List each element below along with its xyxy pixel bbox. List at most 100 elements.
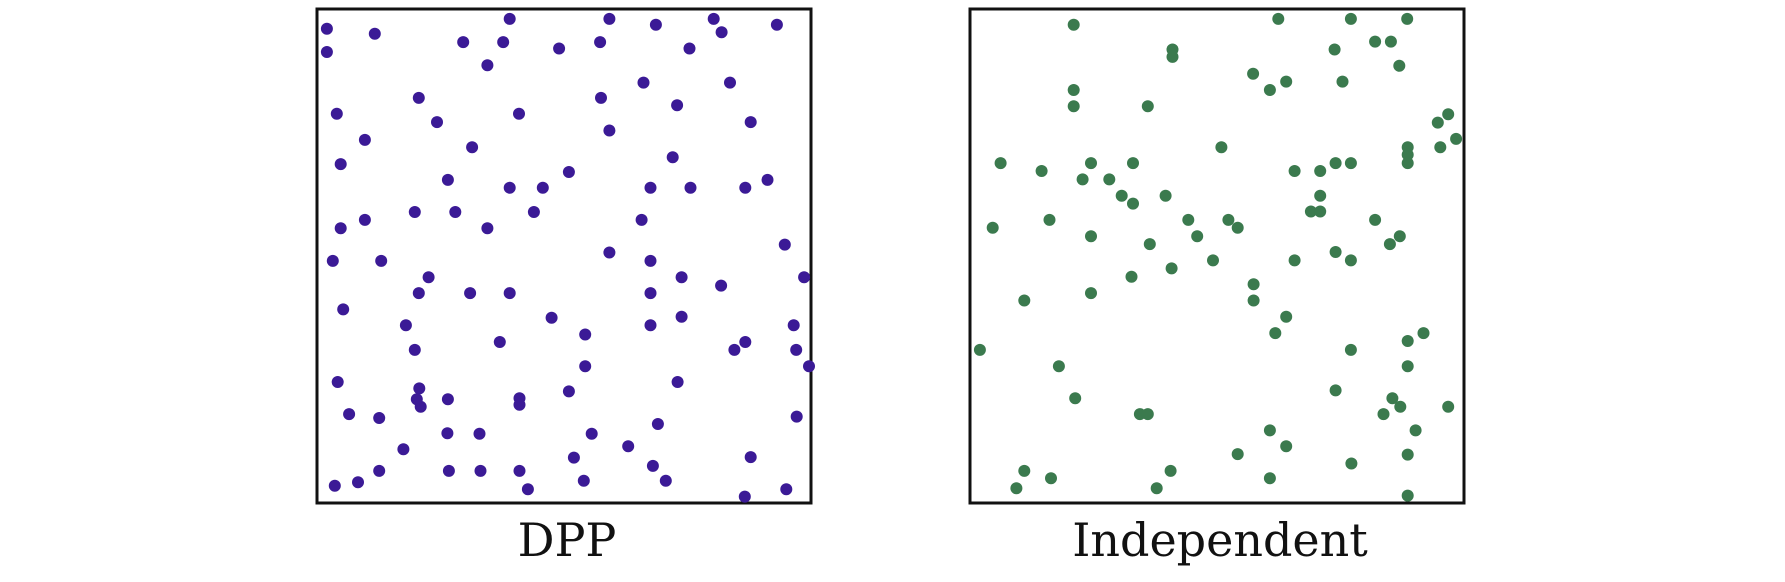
- independent-point: [1182, 213, 1195, 226]
- independent-point: [1010, 482, 1023, 495]
- independent-point: [1344, 343, 1357, 356]
- dpp-point: [778, 238, 791, 251]
- dpp-point: [622, 440, 635, 453]
- independent-point: [1207, 254, 1219, 267]
- dpp-point: [481, 59, 494, 72]
- dpp-point: [675, 271, 688, 284]
- dpp-point: [684, 181, 697, 194]
- independent-point: [1164, 464, 1177, 477]
- dpp-point: [536, 181, 549, 194]
- dpp-point: [649, 18, 662, 31]
- dpp-point: [521, 483, 534, 496]
- dpp-point: [412, 287, 425, 300]
- dpp-point: [798, 271, 811, 284]
- dpp-point: [683, 42, 696, 55]
- independent-point: [1076, 173, 1089, 186]
- independent-point: [1085, 230, 1097, 243]
- dpp-point: [408, 343, 421, 356]
- independent-point: [1401, 448, 1414, 461]
- dpp-point: [442, 464, 455, 477]
- independent-point: [1280, 310, 1293, 323]
- dpp-point: [343, 408, 356, 421]
- dpp-point: [780, 483, 793, 496]
- independent-panel: [968, 7, 1466, 505]
- dpp-point: [761, 173, 774, 186]
- dpp-point: [330, 107, 343, 120]
- independent-point: [1018, 464, 1031, 477]
- dpp-point: [715, 26, 728, 39]
- dpp-point: [671, 99, 684, 112]
- independent-point: [1401, 360, 1414, 373]
- dpp-point: [368, 27, 381, 40]
- independent-point: [1085, 287, 1097, 300]
- dpp-point: [397, 443, 410, 456]
- independent-point: [1401, 335, 1414, 347]
- dpp-panel: [315, 7, 815, 505]
- dpp-point: [671, 376, 684, 388]
- dpp-point: [635, 213, 648, 226]
- independent-point: [1417, 327, 1430, 340]
- independent-point: [1045, 472, 1057, 485]
- independent-point: [1409, 424, 1422, 437]
- independent-point: [1263, 472, 1276, 485]
- dpp-point: [331, 376, 344, 388]
- independent-point: [1035, 165, 1048, 177]
- dpp-point: [513, 107, 525, 120]
- dpp-point: [497, 36, 510, 49]
- dpp-point: [441, 173, 454, 186]
- independent-point: [1150, 482, 1163, 495]
- dpp-point: [326, 254, 339, 267]
- dpp-point: [790, 343, 803, 356]
- independent-point: [1247, 67, 1260, 80]
- independent-point: [1125, 270, 1138, 283]
- dpp-point: [422, 271, 435, 284]
- dpp-point: [739, 336, 752, 348]
- independent-point: [1143, 238, 1156, 251]
- dpp-point: [358, 133, 371, 146]
- independent-point: [986, 221, 999, 234]
- dpp-point: [728, 343, 741, 356]
- dpp-point: [644, 181, 657, 194]
- dpp-point: [744, 451, 757, 464]
- dpp-point: [594, 36, 607, 49]
- dpp-point: [744, 116, 757, 129]
- independent-point: [1263, 84, 1276, 96]
- dpp-point: [738, 490, 751, 503]
- dpp-point: [373, 464, 386, 477]
- independent-point: [1103, 173, 1116, 186]
- independent-point: [1141, 100, 1154, 113]
- dpp-point: [603, 124, 616, 137]
- independent-point: [1345, 457, 1358, 470]
- independent-point: [1314, 189, 1327, 202]
- independent-point: [1314, 165, 1327, 177]
- dpp-point: [790, 410, 803, 423]
- dpp-point: [334, 222, 347, 235]
- dpp-point: [373, 412, 386, 424]
- independent-point: [1269, 327, 1282, 340]
- dpp-point: [562, 385, 575, 398]
- dpp-point: [675, 310, 688, 323]
- independent-point: [1247, 278, 1260, 291]
- dpp-point: [577, 474, 590, 487]
- independent-point: [1344, 157, 1357, 170]
- dpp-point: [320, 22, 333, 35]
- independent-point: [1434, 141, 1447, 154]
- dpp-point: [644, 319, 657, 332]
- dpp-point: [466, 141, 479, 154]
- independent-point: [1344, 254, 1357, 267]
- dpp-point: [473, 427, 486, 440]
- dpp-point: [441, 427, 454, 440]
- dpp-point: [659, 474, 672, 487]
- dpp-point: [464, 287, 477, 300]
- independent-point: [1231, 221, 1244, 234]
- independent-point: [1067, 100, 1080, 113]
- independent-point: [1288, 254, 1301, 267]
- independent-point: [1067, 18, 1080, 31]
- dpp-point: [579, 328, 592, 341]
- independent-point: [1377, 408, 1390, 421]
- independent-point: [1394, 400, 1407, 413]
- dpp-point: [567, 451, 580, 464]
- dpp-point: [646, 459, 659, 472]
- dpp-point: [739, 181, 752, 194]
- dpp-point: [320, 46, 333, 58]
